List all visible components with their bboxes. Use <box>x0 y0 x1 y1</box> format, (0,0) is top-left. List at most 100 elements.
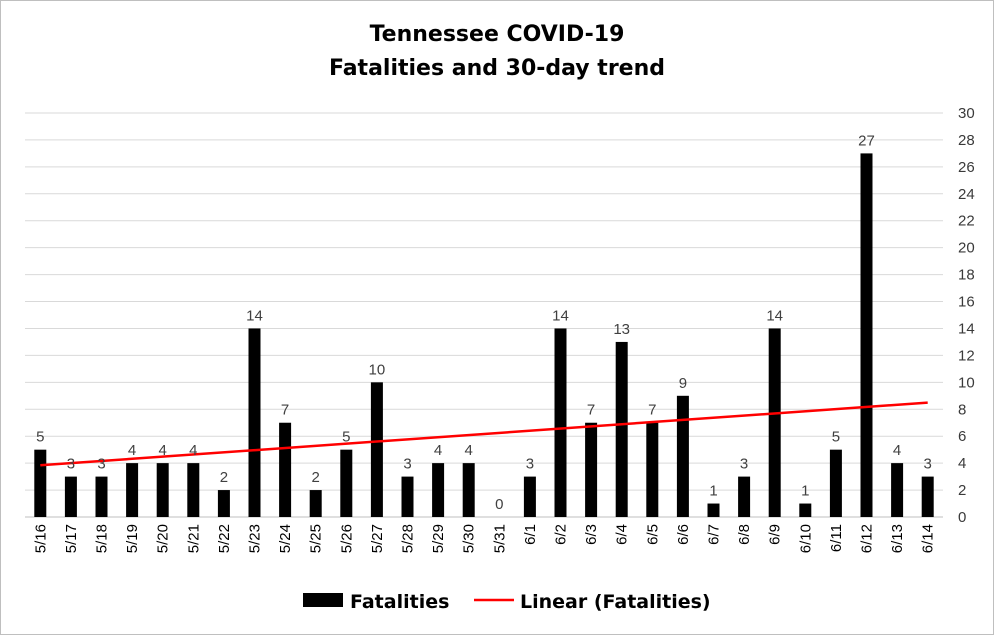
x-tick-label: 5/23 <box>247 524 264 553</box>
x-axis-ticks: 5/16 5/17 5/18 5/19 5/20 5/21 5/22 5/23 5/24 5/25… <box>32 524 936 553</box>
data-label: 5 <box>342 429 350 446</box>
bar-5/18 <box>95 476 108 517</box>
y-tick-label: 4 <box>958 455 966 472</box>
bar-6/4 <box>615 341 628 517</box>
bar-5/27 <box>370 382 383 517</box>
bar-6/10 <box>799 503 812 517</box>
data-label: 9 <box>679 375 687 392</box>
chart-title: Tennessee COVID-19 <box>369 22 625 47</box>
bar-5/25 <box>309 490 322 517</box>
data-label: 3 <box>97 456 105 473</box>
data-label: 4 <box>189 442 197 459</box>
x-tick-label: 6/6 <box>675 524 692 545</box>
bar-5/24 <box>279 422 292 517</box>
data-label: 7 <box>587 402 595 419</box>
data-label: 3 <box>740 456 748 473</box>
data-label: 1 <box>709 483 717 500</box>
data-label: 27 <box>858 132 875 149</box>
x-tick-label: 6/13 <box>889 524 906 553</box>
x-tick-label: 6/8 <box>736 524 753 545</box>
bar-6/3 <box>585 422 598 517</box>
bar-6/1 <box>523 476 536 517</box>
x-tick-label: 5/29 <box>430 524 447 553</box>
x-tick-label: 6/11 <box>828 524 845 552</box>
data-label: 7 <box>281 402 289 419</box>
x-tick-label: 6/3 <box>583 524 600 545</box>
bar-5/22 <box>217 490 230 517</box>
data-label: 3 <box>403 456 411 473</box>
x-tick-label: 5/18 <box>94 524 111 553</box>
data-label: 3 <box>924 456 932 473</box>
y-tick-label: 14 <box>958 320 975 337</box>
y-tick-label: 8 <box>958 401 966 418</box>
x-tick-label: 5/27 <box>369 524 386 553</box>
x-tick-label: 6/2 <box>553 524 570 545</box>
x-tick-label: 5/26 <box>338 524 355 553</box>
gridlines <box>25 112 943 518</box>
trendline <box>40 401 928 467</box>
x-tick-label: 6/7 <box>706 524 723 545</box>
y-tick-label: 30 <box>958 105 975 122</box>
bar-5/19 <box>126 463 139 517</box>
bars <box>34 153 934 517</box>
y-tick-label: 22 <box>958 213 975 230</box>
x-tick-label: 5/28 <box>400 524 417 553</box>
y-tick-label: 20 <box>958 240 975 257</box>
x-tick-label: 5/17 <box>63 524 80 553</box>
data-label: 4 <box>434 442 442 459</box>
bar-6/9 <box>768 328 781 517</box>
x-tick-label: 5/16 <box>32 524 49 553</box>
x-tick-label: 5/30 <box>461 524 478 553</box>
data-label: 2 <box>312 469 320 486</box>
data-label: 4 <box>128 442 136 459</box>
y-tick-label: 24 <box>958 186 975 203</box>
x-tick-label: 5/19 <box>124 524 141 553</box>
data-label: 14 <box>246 307 263 324</box>
y-tick-label: 12 <box>958 347 975 364</box>
x-tick-label: 6/9 <box>767 524 784 545</box>
data-label: 14 <box>766 307 783 324</box>
bar-5/30 <box>462 463 475 517</box>
data-label: 13 <box>613 321 630 338</box>
bar-5/17 <box>64 476 77 517</box>
bar-5/28 <box>401 476 414 517</box>
bar-6/12 <box>860 153 873 517</box>
data-label: 14 <box>552 307 569 324</box>
legend-label-fatalities: Fatalities <box>350 591 449 613</box>
x-tick-label: 6/5 <box>644 524 661 545</box>
bar-6/8 <box>738 476 751 517</box>
y-tick-label: 18 <box>958 267 975 284</box>
bar-6/14 <box>921 476 934 517</box>
y-tick-label: 26 <box>958 159 975 176</box>
chart-subtitle: Fatalities and 30-day trend <box>328 56 666 81</box>
data-label: 0 <box>495 496 503 513</box>
data-label: 3 <box>526 456 534 473</box>
x-tick-label: 5/31 <box>491 524 508 553</box>
x-tick-label: 6/14 <box>920 524 937 553</box>
data-label: 2 <box>220 469 228 486</box>
x-tick-label: 5/22 <box>216 524 233 553</box>
data-label: 7 <box>648 402 656 419</box>
y-tick-label: 16 <box>958 294 975 311</box>
bar-5/23 <box>248 328 261 517</box>
bar-5/29 <box>432 463 445 517</box>
x-tick-label: 5/20 <box>155 524 172 553</box>
legend: Fatalities Linear (Fatalities) <box>303 591 711 613</box>
data-label: 5 <box>36 429 44 446</box>
bar-6/11 <box>829 449 842 517</box>
legend-label-linear: Linear (Fatalities) <box>520 591 711 613</box>
y-tick-label: 28 <box>958 132 975 149</box>
x-tick-label: 6/12 <box>859 524 876 553</box>
x-tick-label: 5/24 <box>277 524 294 553</box>
bar-5/16 <box>34 449 47 517</box>
data-label: 4 <box>893 442 901 459</box>
x-tick-label: 6/10 <box>797 524 814 553</box>
bar-6/13 <box>891 463 904 517</box>
x-tick-label: 6/1 <box>522 524 539 545</box>
data-label: 5 <box>832 429 840 446</box>
x-tick-label: 6/4 <box>614 524 631 545</box>
data-label: 4 <box>159 442 167 459</box>
